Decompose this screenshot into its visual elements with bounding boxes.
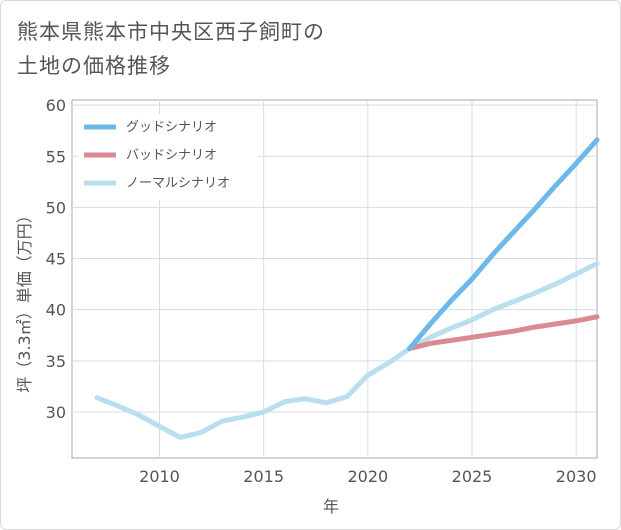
series-line-bad — [407, 314, 600, 352]
y-tick-label: 40 — [46, 301, 66, 320]
legend-label-normal: ノーマルシナリオ — [126, 176, 230, 191]
legend-label-good: グッドシナリオ — [126, 120, 217, 135]
y-tick-label: 35 — [46, 352, 66, 371]
chart-title-line-1: 熊本県熊本市中央区西子飼町の — [17, 20, 325, 44]
x-tick-label: 2025 — [452, 467, 493, 486]
x-tick-label: 2030 — [556, 467, 597, 486]
x-tick-label: 2015 — [243, 467, 284, 486]
legend-label-bad: バッドシナリオ — [126, 148, 217, 163]
y-tick-label: 60 — [46, 96, 66, 115]
legend: グッドシナリオ バッドシナリオ ノーマルシナリオ — [78, 114, 258, 200]
chart-title: 熊本県熊本市中央区西子飼町の 土地の価格推移 — [17, 15, 325, 83]
chart-title-line-2: 土地の価格推移 — [17, 54, 171, 78]
y-tick-label: 45 — [46, 250, 66, 269]
series-line-normal — [94, 261, 600, 440]
y-tick-label: 30 — [46, 403, 66, 422]
y-tick-label: 50 — [46, 198, 66, 217]
axis-ticks: 2010 2015 2020 2025 2030 30 35 40 45 50 55 60 — [46, 96, 597, 486]
x-axis-label: 年 — [323, 497, 339, 516]
series-line-good — [407, 137, 600, 352]
x-tick-label: 2010 — [139, 467, 180, 486]
y-tick-label: 55 — [46, 147, 66, 166]
series-lines — [94, 137, 600, 440]
x-tick-label: 2020 — [347, 467, 388, 486]
y-axis-label: 坪（3.3㎡）単価（万円） — [15, 207, 34, 392]
grid-lines — [72, 100, 597, 458]
